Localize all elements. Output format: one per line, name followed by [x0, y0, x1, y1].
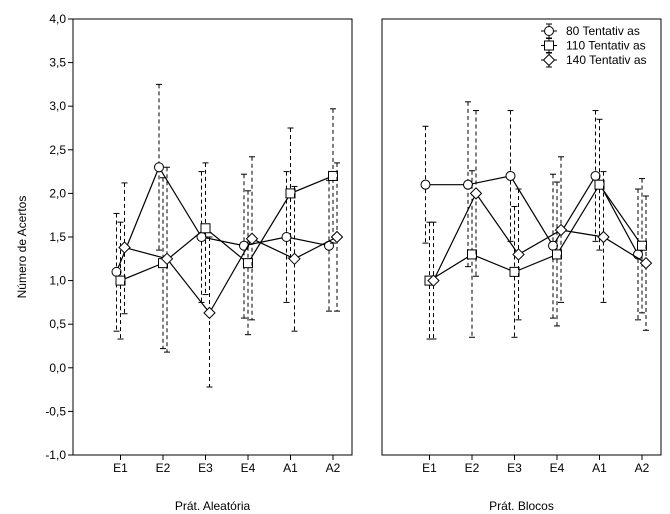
circle-marker — [154, 162, 164, 173]
series-square — [424, 118, 647, 340]
series-circle — [420, 101, 643, 321]
diamond-marker — [597, 230, 610, 244]
panel-1: E1 E2 E3 E4 A1 A2 Prát. Aleatória — [72, 18, 353, 513]
y-tick-label: 2,5 — [49, 143, 66, 157]
y-axis-title: Número de Acertos — [15, 196, 29, 299]
x-tick-label: E3 — [198, 461, 213, 475]
legend-label: 110 Tentativ as — [566, 39, 646, 53]
legend-label: 80 Tentativ as — [566, 24, 640, 38]
series-line — [429, 183, 643, 282]
legend-label: 140 Tentativ as — [566, 53, 647, 67]
square-marker — [285, 188, 296, 199]
circle-marker — [239, 240, 249, 251]
series-square — [115, 108, 338, 350]
x-tick-label: E2 — [156, 461, 171, 475]
x-tick-label: E3 — [507, 461, 522, 475]
y-tick-label: 0,5 — [49, 317, 66, 331]
plot-frame — [381, 18, 662, 456]
square-marker — [243, 258, 253, 269]
diamond-marker — [554, 223, 568, 237]
panel-2: E1 E2 E3 E4 A1 A2 Prát. Blocos — [381, 18, 662, 513]
circle-marker — [111, 266, 122, 277]
x-tick-label: E4 — [241, 461, 256, 475]
x-tick-label: E4 — [550, 461, 565, 475]
y-tick-label: 2,0 — [49, 186, 66, 200]
y-tick-label: -0,5 — [45, 404, 66, 418]
x-axis-title: Prát. Aleatória — [175, 499, 251, 513]
series-circle — [111, 83, 334, 332]
circle-marker — [548, 240, 558, 251]
circle-marker — [420, 179, 431, 190]
series-diamond — [118, 156, 344, 388]
square-marker — [552, 249, 562, 260]
series-line — [124, 236, 338, 314]
circle-marker — [505, 170, 516, 181]
series-line — [425, 174, 639, 255]
series-diamond — [427, 110, 653, 340]
circle-marker — [544, 26, 554, 36]
diamond-marker — [160, 252, 174, 266]
square-marker — [544, 40, 554, 51]
diamond-marker — [203, 306, 216, 320]
diamond-marker — [542, 53, 556, 67]
plot-frame — [72, 18, 353, 456]
x-tick-label: E2 — [465, 461, 480, 475]
square-marker — [594, 179, 605, 190]
circle-marker — [281, 232, 292, 242]
y-tick-label: 3,0 — [49, 99, 66, 113]
diamond-marker — [512, 248, 525, 261]
y-tick-label: 4,0 — [49, 12, 66, 26]
square-marker — [200, 223, 211, 234]
x-tick-label: A2 — [635, 461, 650, 475]
diamond-marker — [330, 230, 344, 244]
x-axis-title: Prát. Blocos — [489, 499, 554, 513]
x-tick-label: A2 — [326, 461, 341, 475]
square-marker — [328, 170, 338, 181]
diamond-marker — [118, 241, 131, 254]
diamond-marker — [288, 252, 301, 266]
series-line — [115, 165, 330, 273]
x-tick-label: E1 — [113, 461, 128, 475]
y-tick-label: -1,0 — [45, 448, 66, 462]
diamond-marker — [427, 274, 440, 287]
x-tick-label: E1 — [422, 461, 437, 475]
square-marker — [115, 275, 126, 286]
square-marker — [509, 266, 520, 277]
square-marker — [467, 249, 477, 260]
y-tick-label: 0,0 — [49, 361, 66, 375]
diamond-marker — [469, 187, 483, 200]
y-tick-label: 1,5 — [49, 230, 66, 244]
diamond-marker — [639, 256, 653, 270]
x-tick-label: A1 — [283, 461, 298, 475]
diamond-marker — [245, 232, 259, 245]
y-tick-label: 1,0 — [49, 274, 66, 288]
x-tick-label: A1 — [592, 461, 607, 475]
series-line — [432, 192, 647, 281]
circle-marker — [590, 170, 601, 181]
series-line — [120, 175, 334, 282]
circle-marker — [463, 179, 473, 190]
square-marker — [637, 240, 647, 251]
y-tick-label: 3,5 — [49, 56, 66, 70]
